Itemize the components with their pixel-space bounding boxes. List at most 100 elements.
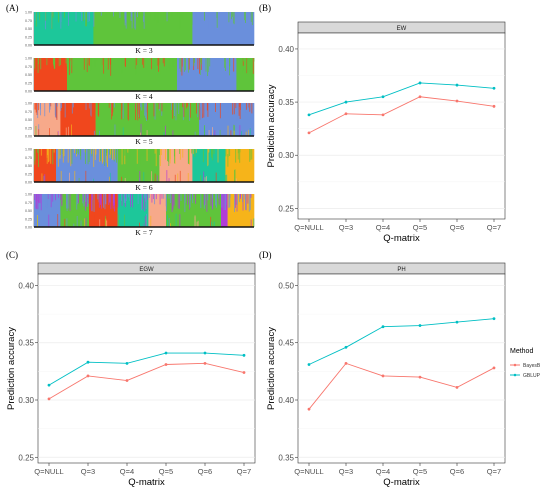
admixture-bar <box>90 174 92 182</box>
admixture-bar <box>202 149 204 163</box>
admixture-bar <box>242 58 243 74</box>
admixture-bar <box>48 214 50 227</box>
admixture-bar <box>246 58 248 75</box>
structure-y-tick-label: 0.75 <box>25 110 32 114</box>
admixture-bar <box>49 128 50 136</box>
k-label: K = 7 <box>135 228 152 237</box>
admixture-bar <box>90 58 92 71</box>
admixture-bar <box>218 194 220 205</box>
x-axis-title: Q-matrix <box>383 233 420 244</box>
admixture-bar <box>147 194 148 200</box>
admixture-bar <box>38 129 40 136</box>
admixture-bar <box>146 103 147 121</box>
admixture-bar <box>206 194 208 212</box>
admixture-bar <box>250 194 252 198</box>
admixture-bar <box>170 103 172 111</box>
admixture-bar <box>113 194 115 206</box>
admixture-bar <box>226 174 228 182</box>
admixture-bar <box>114 124 116 136</box>
admixture-bar <box>205 58 207 72</box>
admixture-bar <box>111 149 112 159</box>
admixture-bar <box>38 103 39 111</box>
admixture-bar <box>127 103 129 121</box>
admixture-bar <box>134 12 136 30</box>
admixture-bar <box>250 149 252 160</box>
admixture-bar <box>60 149 61 156</box>
admixture-bar <box>149 149 151 165</box>
admixture-bar <box>184 194 186 203</box>
structure-y-tick-label: 1.00 <box>25 57 32 61</box>
admixture-bar <box>78 149 79 155</box>
structure-y-tick-label: 0.25 <box>25 35 32 39</box>
admixture-bar <box>108 194 110 206</box>
admixture-bar <box>218 103 220 121</box>
k-label: K = 4 <box>135 92 152 101</box>
admixture-bar <box>209 58 211 67</box>
y-tick-label: 0.45 <box>278 339 294 348</box>
data-point-gblup <box>125 361 129 365</box>
admixture-bar <box>90 103 92 117</box>
admixture-bar <box>182 12 184 18</box>
admixture-bar <box>90 149 92 154</box>
admixture-bar <box>239 149 241 153</box>
admixture-bar <box>146 103 148 120</box>
admixture-bar <box>179 194 180 209</box>
admixture-bar <box>85 12 87 27</box>
admixture-bar <box>109 172 111 182</box>
admixture-bar <box>234 169 236 182</box>
admixture-bar <box>92 194 93 201</box>
admixture-bar <box>178 12 180 17</box>
admixture-bar <box>110 149 111 155</box>
admixture-bar <box>112 149 113 161</box>
admixture-bar <box>174 149 176 164</box>
admixture-bar <box>183 58 185 72</box>
admixture-bar <box>159 103 161 111</box>
structure-y-tick-label: 0.25 <box>25 126 32 130</box>
admixture-bar <box>235 103 237 109</box>
admixture-bar <box>246 58 248 74</box>
admixture-bar <box>69 176 71 182</box>
admixture-bar <box>173 149 175 157</box>
admixture-bar <box>249 149 251 162</box>
x-tick-label: Q=5 <box>413 467 427 476</box>
admixture-bar <box>40 149 42 156</box>
admixture-bar <box>76 194 78 210</box>
admixture-bar <box>172 130 174 136</box>
admixture-bar <box>214 130 216 136</box>
admixture-bar <box>166 170 168 182</box>
data-point-gblup <box>492 317 496 321</box>
admixture-bar <box>126 194 127 201</box>
admixture-bar <box>194 131 196 136</box>
admixture-bar <box>159 149 160 156</box>
admixture-bar <box>172 103 174 119</box>
admixture-bar <box>180 58 182 72</box>
admixture-bar <box>228 12 230 23</box>
admixture-bar <box>127 149 129 153</box>
admixture-bar <box>253 218 255 227</box>
admixture-bar <box>206 176 207 182</box>
admixture-bar <box>54 58 56 69</box>
admixture-bar <box>154 194 156 205</box>
admixture-bar <box>48 194 50 207</box>
admixture-bar <box>153 149 155 153</box>
admixture-bar <box>196 103 197 114</box>
admixture-bar <box>231 12 232 20</box>
admixture-bar <box>121 176 123 182</box>
admixture-bar <box>121 103 123 111</box>
admixture-bar <box>175 103 177 121</box>
admixture-bar <box>193 58 195 67</box>
admixture-bar <box>37 103 39 119</box>
admixture-bar <box>58 58 60 67</box>
admixture-bar <box>200 175 202 182</box>
admixture-bar <box>112 194 114 209</box>
admixture-bar <box>172 58 174 67</box>
admixture-bar <box>206 103 208 111</box>
admixture-bar <box>93 178 95 182</box>
admixture-bar <box>242 194 244 211</box>
admixture-bar <box>187 194 189 205</box>
admixture-bar <box>151 58 152 70</box>
admixture-bar <box>245 103 247 110</box>
admixture-bar <box>66 103 68 115</box>
admixture-bar <box>103 194 105 208</box>
admixture-bar <box>204 177 206 182</box>
